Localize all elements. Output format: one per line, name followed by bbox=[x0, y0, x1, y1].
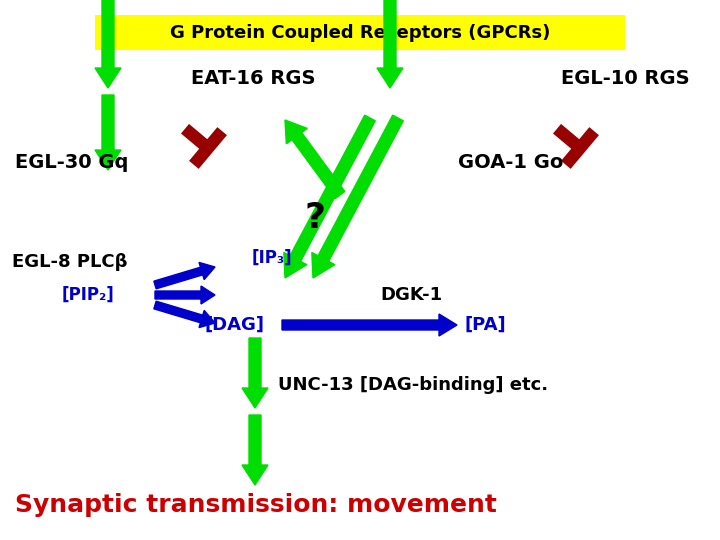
FancyArrow shape bbox=[242, 338, 268, 408]
FancyBboxPatch shape bbox=[95, 15, 625, 50]
Text: EGL-8 PLCβ: EGL-8 PLCβ bbox=[12, 253, 127, 271]
FancyArrow shape bbox=[95, 95, 121, 170]
FancyArrow shape bbox=[282, 314, 457, 336]
Text: [DAG]: [DAG] bbox=[205, 316, 265, 334]
FancyArrow shape bbox=[95, 0, 121, 88]
FancyArrow shape bbox=[285, 120, 345, 199]
Text: UNC-13 [DAG-binding] etc.: UNC-13 [DAG-binding] etc. bbox=[278, 376, 548, 394]
Text: Synaptic transmission: movement: Synaptic transmission: movement bbox=[15, 493, 497, 517]
Text: [PIP₂]: [PIP₂] bbox=[62, 286, 114, 304]
FancyArrow shape bbox=[155, 286, 215, 304]
Text: EAT-16 RGS: EAT-16 RGS bbox=[191, 69, 315, 87]
Text: [PA]: [PA] bbox=[465, 316, 507, 334]
Text: [IP₃]: [IP₃] bbox=[252, 249, 292, 267]
Text: G Protein Coupled Receptors (GPCRs): G Protein Coupled Receptors (GPCRs) bbox=[170, 24, 550, 42]
FancyArrow shape bbox=[377, 0, 403, 88]
Text: EGL-10 RGS: EGL-10 RGS bbox=[561, 69, 689, 87]
Text: EGL-30 Gq: EGL-30 Gq bbox=[15, 152, 128, 172]
Text: ?: ? bbox=[305, 201, 325, 235]
Text: DGK-1: DGK-1 bbox=[380, 286, 442, 304]
Text: GOA-1 Go: GOA-1 Go bbox=[458, 152, 563, 172]
FancyArrow shape bbox=[242, 415, 268, 485]
FancyArrow shape bbox=[312, 115, 403, 278]
FancyArrow shape bbox=[284, 115, 375, 278]
FancyArrow shape bbox=[154, 301, 215, 328]
FancyArrow shape bbox=[154, 262, 215, 289]
